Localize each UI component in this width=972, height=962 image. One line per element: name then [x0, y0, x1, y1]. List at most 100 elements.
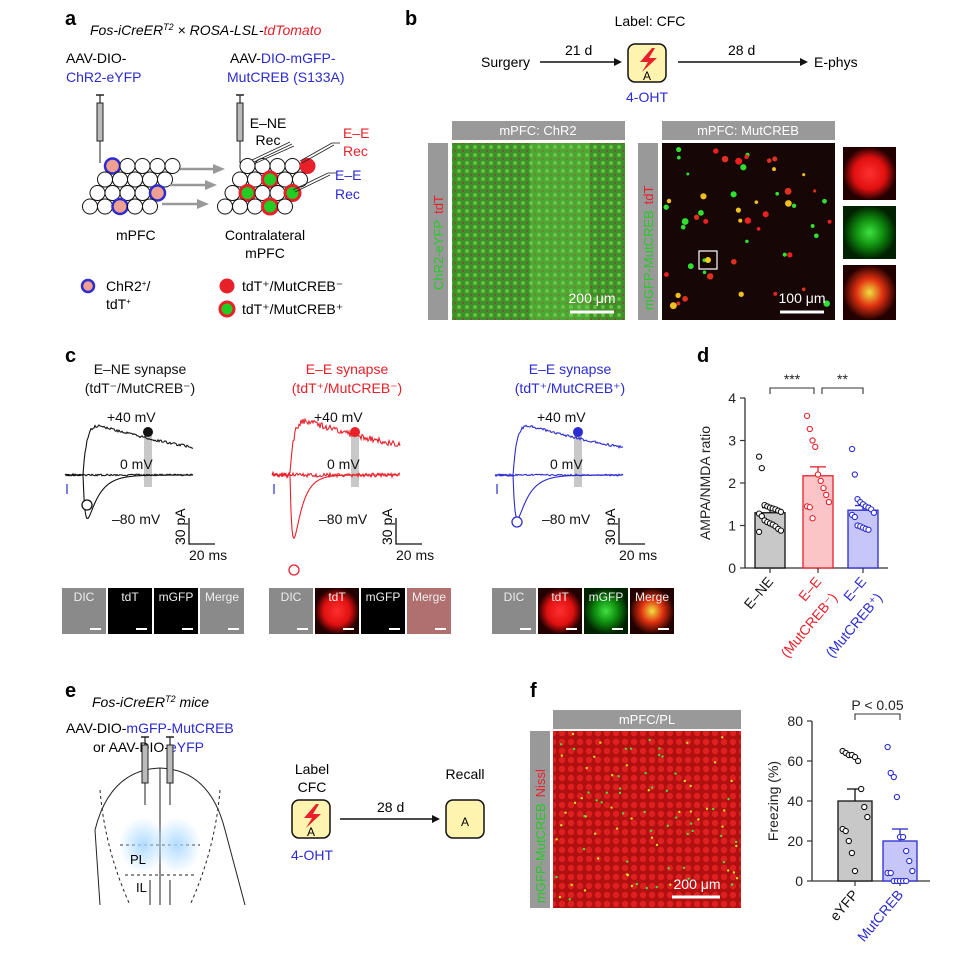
cell-dot [666, 824, 669, 828]
neuron [142, 198, 158, 215]
cell-dot [644, 771, 647, 775]
cell-dot [687, 877, 690, 880]
cell-dot [678, 810, 681, 814]
data-point [842, 827, 849, 835]
panel-e-letter: e [65, 680, 76, 702]
synapse-column: E–E synapse (tdT⁺/MutCREB⁻) +40 mV 0 mV –80 … [269, 361, 451, 634]
cell-dot [635, 882, 639, 886]
neuron [238, 184, 257, 202]
cell-dot [735, 207, 741, 213]
cell-dot [734, 840, 738, 844]
cell-dot [568, 898, 571, 901]
micrograph-thumb [492, 588, 536, 634]
cell-dot [605, 791, 608, 794]
right-virus-line1: AAV-DIO-mGFP- [230, 50, 336, 66]
thumb-label: DIC [281, 590, 302, 604]
scale-bar [395, 518, 422, 545]
cell-dot [787, 252, 793, 258]
data-point [823, 491, 830, 499]
cell-dot [697, 818, 700, 821]
synapse-subtitle: (tdT⁻/MutCREB⁻) [85, 380, 195, 396]
cell-dot [731, 258, 737, 265]
cell-dot [625, 873, 629, 876]
cell-dot [705, 807, 709, 811]
scale-x-label: 20 ms [396, 547, 434, 563]
cell-dot [648, 738, 651, 742]
data-point [870, 509, 878, 516]
img-scale: 200 μm [674, 876, 721, 892]
neuron [97, 171, 113, 188]
right-region-label-1: Contralateral [225, 227, 305, 243]
trace-0mv [271, 471, 401, 479]
data-point [803, 412, 811, 419]
cell-dot [621, 812, 625, 815]
cell-dot [564, 811, 567, 814]
cell-dot [686, 832, 689, 836]
cell-dot [560, 824, 563, 827]
cell-dot [669, 883, 672, 886]
cell-dot [730, 779, 733, 783]
cell-dot [705, 257, 711, 263]
y-axis-label: AMPA/NMDA ratio [697, 426, 713, 540]
cell-dot [686, 741, 689, 744]
data-point [851, 513, 858, 521]
micrograph-thumb [269, 588, 313, 634]
significance-bracket [769, 387, 815, 394]
cell-dot [594, 832, 597, 835]
scale-y-label: 30 pA [602, 508, 618, 545]
rec-ee-blue-label-2: Rec [335, 186, 360, 202]
data-point [817, 477, 824, 485]
cell-dot [650, 836, 654, 839]
thumb-label: Merge [412, 590, 446, 604]
data-point [848, 849, 856, 857]
label-plus40mv: +40 mV [107, 409, 156, 425]
cell-dot [721, 736, 724, 739]
neuron [217, 198, 233, 215]
inset-mgfp [843, 206, 896, 259]
cell-dot [650, 786, 654, 789]
cell-dot [617, 774, 620, 778]
cell-dot [827, 219, 832, 224]
inset-box [698, 250, 718, 270]
cell-dot [691, 829, 694, 833]
img1-side-bar [428, 143, 448, 320]
ephys-label: E-phys [814, 54, 858, 70]
arrowhead-icon [800, 58, 808, 66]
synapse-column: E–NE synapse (tdT⁻/MutCREB⁻) +40 mV 0 mV –80… [62, 361, 244, 634]
neuron [97, 198, 113, 215]
interval-1: 21 d [565, 42, 592, 58]
data-point [851, 471, 858, 478]
mice-label: Fos-iCreERT2 mice [92, 694, 209, 710]
y-tick-label: 3 [728, 433, 736, 449]
thumb-label: tdT [328, 590, 346, 604]
data-point [758, 464, 765, 472]
data-point [903, 877, 910, 885]
cell-dot [559, 743, 563, 746]
legend-chr2-icon [80, 278, 96, 294]
data-point [893, 793, 901, 801]
data-point [825, 498, 833, 506]
img1-header: mPFC: ChR2 [499, 123, 576, 138]
neuron [127, 171, 143, 188]
y-tick-label: 0 [795, 873, 803, 889]
neuron [283, 184, 302, 202]
nmda-marker [573, 427, 583, 437]
x-tick-label: E–NE [741, 574, 777, 612]
syringe-icon [236, 102, 244, 142]
left-virus-line1: AAV-DIO- [66, 50, 127, 66]
panel-d-letter: d [697, 345, 709, 367]
data-point [806, 504, 813, 511]
cell-dot [573, 801, 577, 805]
cell-dot [682, 866, 686, 870]
cell-dot [719, 834, 723, 838]
cell-dot [630, 884, 634, 888]
cell-dot [732, 871, 736, 874]
legend-green-cell-icon [218, 300, 236, 318]
cell-dot [726, 869, 730, 872]
neuron [134, 158, 151, 174]
y-tick-label: 4 [728, 390, 736, 406]
significance-bracket [821, 387, 864, 394]
data-point [906, 857, 913, 865]
cell-dot [676, 155, 681, 160]
